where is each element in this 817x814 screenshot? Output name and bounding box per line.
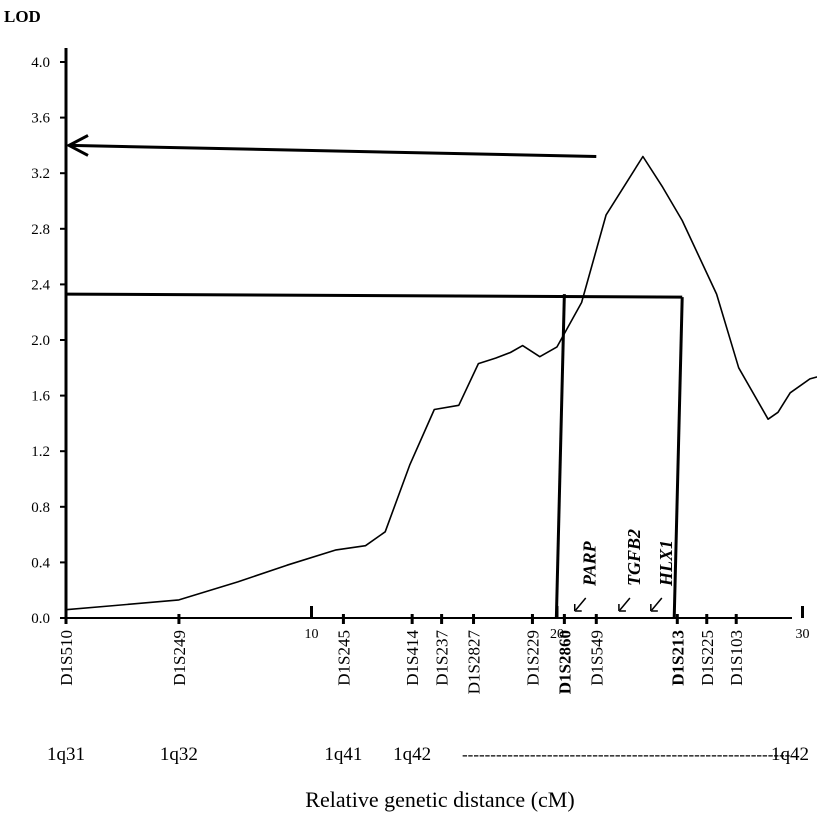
band-label: 1q42 [393,744,431,765]
gene-label: TGFB2 [624,529,644,586]
y-tick-label: 4.0 [31,55,50,71]
peak-arrowhead [65,134,89,157]
x-axis-title: Relative genetic distance (cM) [305,787,574,812]
y-tick-label: 3.6 [31,111,50,127]
interval-left-drop [554,294,566,619]
marker-label: D1S103 [727,630,746,686]
x-tick-label: 20 [550,627,564,642]
marker-label: D1S2827 [465,630,484,695]
band-dashes: ----------------------------------------… [462,745,791,764]
x-tick-label: 30 [796,627,810,642]
gene-label: HLX1 [656,540,676,587]
marker-label: D1S249 [170,630,189,686]
band-label: 1q31 [47,744,85,765]
marker-label: D1S414 [403,630,422,686]
y-tick-label: 0.8 [31,500,50,516]
gene-arrowhead [650,604,658,612]
gene-arrow [619,597,631,611]
band-label: 1q32 [160,744,198,765]
gene-arrowhead [573,604,582,612]
marker-label: D1S510 [57,630,76,686]
lod-curve [65,155,817,611]
y-tick-label: 2.4 [31,277,50,293]
gene-label: PARP [580,540,600,587]
y-tick-label: 0.4 [31,555,50,571]
marker-label: D1S237 [433,630,452,686]
gene-arrow [651,597,663,611]
x-tick-label: 10 [305,627,319,642]
marker-label: D1S229 [523,630,542,686]
marker-label: D1S245 [334,630,353,686]
y-tick-label: 1.6 [31,389,50,405]
marker-label: D1S2860 [555,630,574,694]
band-label: 1q42 [771,744,809,765]
y-tick-label: 2.0 [31,333,50,349]
y-tick-label: 0.0 [31,611,50,627]
marker-label: D1S549 [587,630,606,686]
y-tick-label: 1.2 [31,444,50,460]
marker-label: D1S225 [698,630,717,686]
y-tick-label: 3.2 [31,166,50,182]
gene-arrow [575,597,587,611]
peak-arrow-line [69,143,597,159]
y-axis-title: LOD [4,7,41,26]
y-tick-label: 2.8 [31,222,50,238]
band-label: 1q41 [324,744,362,765]
interval-right-drop [672,297,684,619]
interval-line [65,292,683,299]
marker-label: D1S213 [668,630,687,686]
gene-arrowhead [618,604,626,612]
